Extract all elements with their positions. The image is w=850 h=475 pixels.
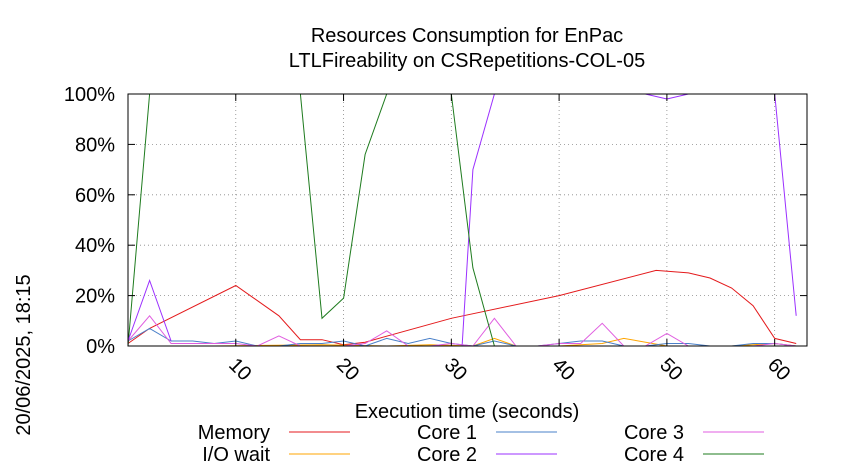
grid-lines (128, 94, 807, 346)
y-tick-label: 20% (75, 286, 115, 308)
y-tick-label: 40% (75, 235, 115, 257)
series-line-core-3 (127, 315, 797, 347)
y-tick-label: 100% (64, 84, 115, 106)
legend-label-i-o-wait: I/O wait (202, 444, 270, 466)
y-tick-label: 0% (86, 336, 115, 358)
x-tick-label: 50 (655, 354, 686, 385)
legend-label-core-3: Core 3 (624, 422, 684, 444)
series-line-core-4 (127, 93, 797, 347)
x-tick-label: 20 (332, 354, 363, 385)
legend-label-memory: Memory (198, 422, 270, 444)
chart-title-line-2: LTLFireability on CSRepetitions-COL-05 (289, 50, 645, 72)
series-line-memory (127, 269, 797, 346)
x-axis-label: Execution time (seconds) (355, 401, 580, 423)
plot-frame (127, 93, 808, 347)
x-tick-label: 10 (224, 354, 255, 385)
x-tick-label: 40 (548, 354, 579, 385)
x-tick-label: 60 (763, 354, 794, 385)
y-tick-label: 80% (75, 134, 115, 156)
timestamp-label: 20/06/2025, 18:15 (13, 274, 35, 435)
legend-label-core-4: Core 4 (624, 444, 684, 466)
legend-label-core-1: Core 1 (417, 422, 477, 444)
series-line-core-2-early-spike (127, 279, 172, 342)
y-tick-label: 60% (75, 185, 115, 207)
x-tick-label: 30 (440, 354, 471, 385)
chart-title-line-1: Resources Consumption for EnPac (311, 25, 623, 47)
legend-label-core-2: Core 2 (417, 444, 477, 466)
series-lines (127, 93, 797, 347)
series-line-core-2 (128, 93, 797, 347)
